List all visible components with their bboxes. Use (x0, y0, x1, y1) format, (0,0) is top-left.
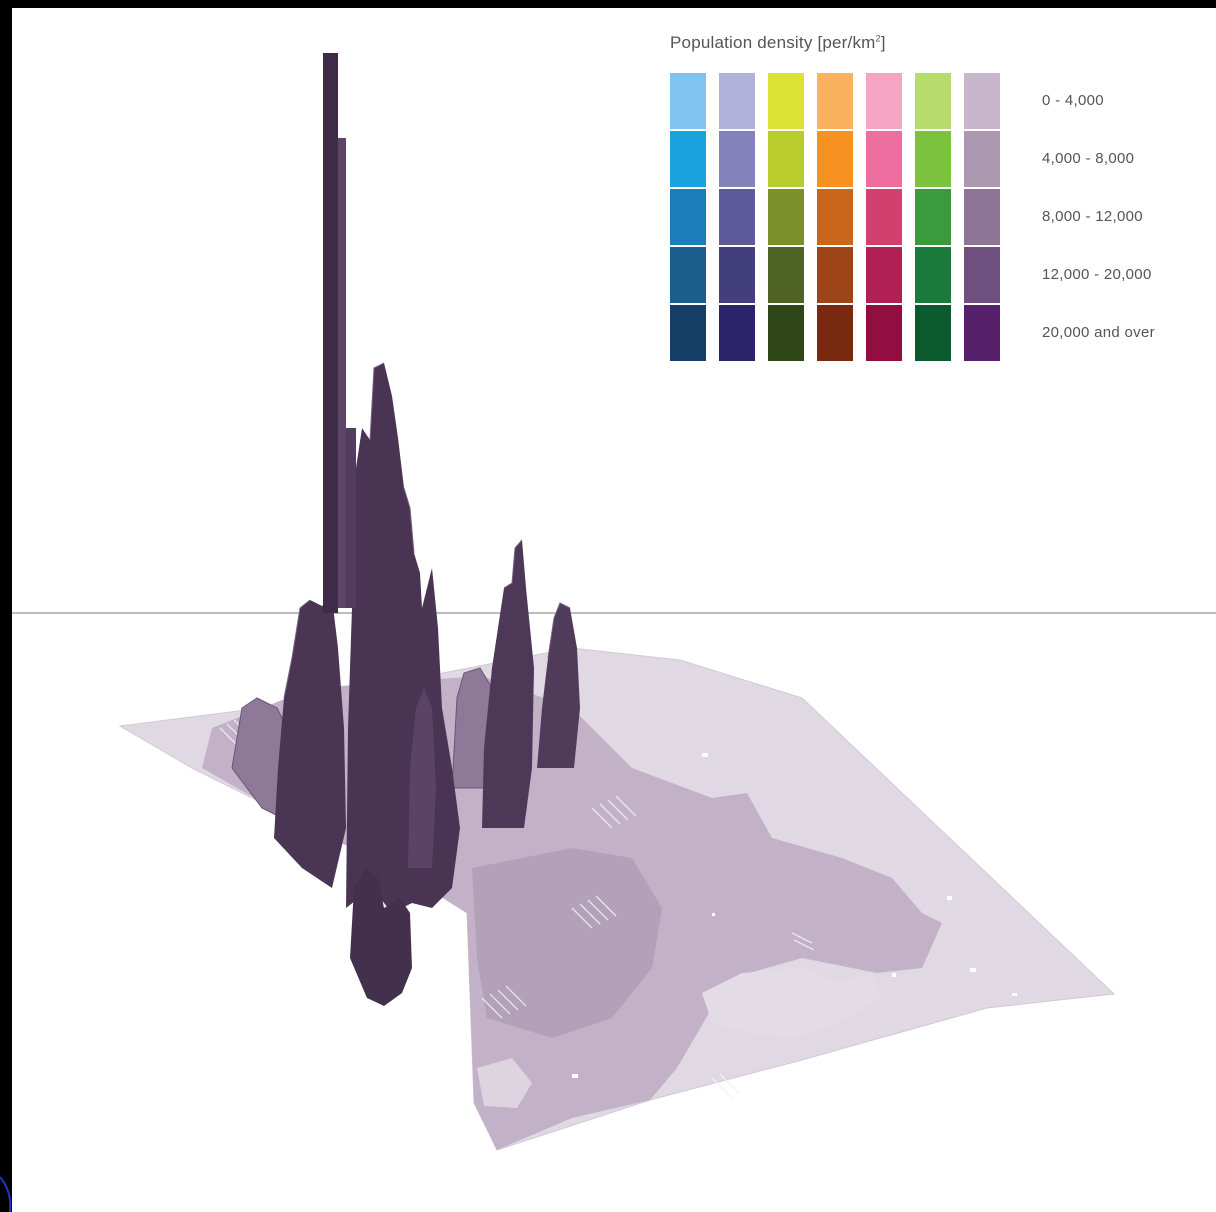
legend-swatch-0-2 (670, 189, 706, 245)
tower-cluster-south (350, 868, 412, 1006)
tower-cluster-east (482, 540, 534, 828)
tower-cluster-central (346, 363, 460, 913)
legend-swatch-4-0 (866, 73, 902, 129)
legend-palette-column-0 (670, 73, 706, 362)
legend-swatch-5-3 (915, 247, 951, 303)
legend-swatch-2-3 (768, 247, 804, 303)
legend-swatch-3-0 (817, 73, 853, 129)
legend-swatch-4-4 (866, 305, 902, 361)
light-patch (702, 968, 882, 1038)
corner-arc-decoration (0, 1176, 12, 1212)
legend-label-0: 0 - 4,000 (1042, 92, 1104, 109)
legend-label-4: 20,000 and over (1042, 324, 1155, 341)
legend-class-labels: 0 - 4,000 4,000 - 8,000 8,000 - 12,000 1… (1042, 73, 1216, 362)
legend-swatch-4-2 (866, 189, 902, 245)
legend-title: Population density [per/km2] (670, 33, 886, 52)
legend-swatch-6-1 (964, 131, 1000, 187)
medium-density-lobe (472, 848, 662, 1038)
legend: Population density [per/km2] 0 - 4,000 4… (668, 28, 1216, 373)
tower-cluster-west (274, 598, 346, 888)
legend-swatch-0-1 (670, 131, 706, 187)
tower-cluster-far-east (537, 603, 580, 768)
ground-speckles (572, 628, 1017, 1078)
legend-swatch-3-2 (817, 189, 853, 245)
legend-swatch-0-0 (670, 73, 706, 129)
legend-swatch-6-2 (964, 189, 1000, 245)
tower-mid-ridge (408, 688, 436, 868)
legend-palette-column-4 (866, 73, 902, 362)
legend-palette-column-1 (719, 73, 755, 362)
legend-swatch-4-3 (866, 247, 902, 303)
legend-swatch-2-2 (768, 189, 804, 245)
density-towers (274, 53, 580, 1006)
legend-swatch-6-3 (964, 247, 1000, 303)
legend-swatch-6-0 (964, 73, 1000, 129)
legend-label-2: 8,000 - 12,000 (1042, 208, 1143, 225)
legend-palette-column-5 (915, 73, 951, 362)
tower-edges (283, 362, 571, 699)
population-density-3d-map (12, 53, 1216, 1151)
map-canvas: Population density [per/km2] 0 - 4,000 4… (12, 8, 1216, 1212)
legend-palette-column-6 (964, 73, 1000, 362)
legend-swatch-1-3 (719, 247, 755, 303)
legend-swatch-2-0 (768, 73, 804, 129)
legend-swatch-grid (670, 73, 1006, 362)
legend-swatch-3-4 (817, 305, 853, 361)
legend-swatch-2-4 (768, 305, 804, 361)
legend-swatch-3-3 (817, 247, 853, 303)
legend-swatch-3-1 (817, 131, 853, 187)
light-patch-2 (477, 1058, 532, 1108)
legend-swatch-0-4 (670, 305, 706, 361)
tallest-spire-side (338, 138, 346, 608)
legend-label-3: 12,000 - 20,000 (1042, 266, 1152, 283)
legend-swatch-2-1 (768, 131, 804, 187)
legend-palette-column-2 (768, 73, 804, 362)
legend-swatch-1-0 (719, 73, 755, 129)
legend-swatch-1-2 (719, 189, 755, 245)
legend-swatch-0-3 (670, 247, 706, 303)
legend-swatch-5-1 (915, 131, 951, 187)
tallest-spire (323, 53, 338, 613)
legend-swatch-4-1 (866, 131, 902, 187)
legend-palette-column-3 (817, 73, 853, 362)
legend-label-1: 4,000 - 8,000 (1042, 150, 1135, 167)
legend-swatch-5-0 (915, 73, 951, 129)
legend-swatch-5-2 (915, 189, 951, 245)
legend-swatch-1-4 (719, 305, 755, 361)
spire-shoulder (346, 428, 356, 608)
legend-swatch-1-1 (719, 131, 755, 187)
legend-swatch-6-4 (964, 305, 1000, 361)
legend-swatch-5-4 (915, 305, 951, 361)
